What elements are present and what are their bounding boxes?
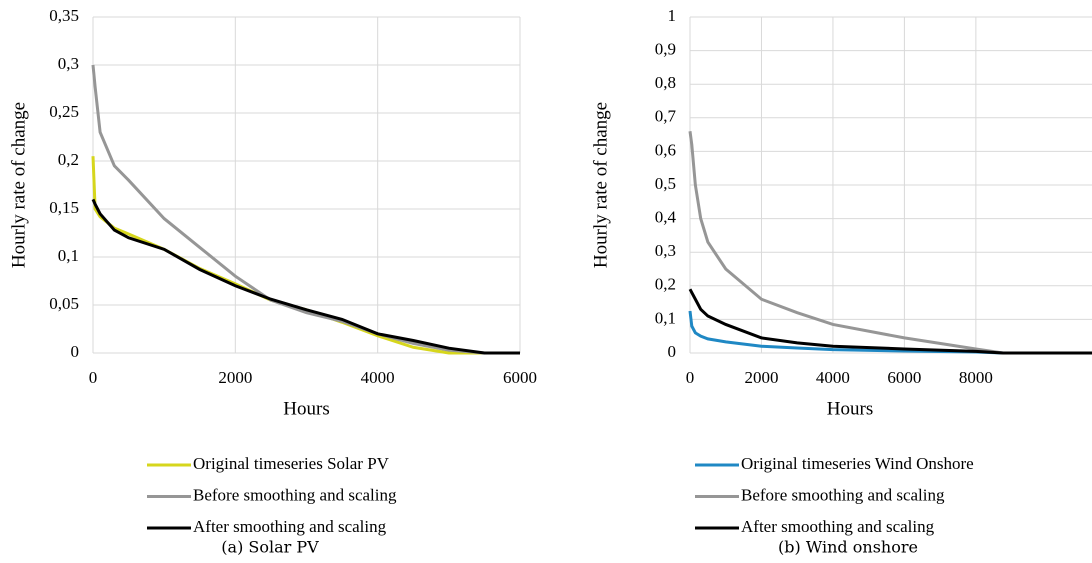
y-tick-label: 0,2 — [655, 275, 676, 294]
y-tick-label: 0,6 — [655, 140, 676, 159]
series-line — [91, 156, 520, 355]
legend-label: After smoothing and scaling — [741, 517, 935, 536]
x-tick-label: 2000 — [218, 368, 252, 387]
y-tick-label: 0,25 — [49, 102, 79, 121]
y-tick-label: 0,8 — [655, 73, 676, 92]
y-tick-label: 0 — [71, 342, 80, 361]
legend-label: Before smoothing and scaling — [193, 485, 397, 504]
y-tick-label: 0,15 — [49, 198, 79, 217]
x-tick-label: 0 — [89, 368, 98, 387]
x-tick-label: 6000 — [503, 368, 537, 387]
series-line — [688, 131, 1092, 355]
caption: (a) Solar PV — [221, 538, 319, 557]
series-line — [688, 310, 1092, 355]
legend-label: Before smoothing and scaling — [741, 485, 945, 504]
x-tick-label: 4000 — [816, 368, 850, 387]
y-tick-label: 0,2 — [58, 150, 79, 169]
x-axis-title: Hours — [283, 398, 329, 419]
y-tick-label: 0,35 — [49, 6, 79, 25]
x-tick-label: 8000 — [959, 368, 993, 387]
x-tick-label: 0 — [686, 368, 695, 387]
x-tick-label: 2000 — [744, 368, 778, 387]
series-line — [688, 288, 1092, 355]
legend-label: Original timeseries Wind Onshore — [741, 454, 974, 473]
y-tick-label: 0 — [668, 342, 677, 361]
x-tick-label: 4000 — [361, 368, 395, 387]
series-line — [91, 64, 520, 355]
y-tick-label: 0,1 — [655, 308, 676, 327]
y-tick-label: 0,3 — [58, 54, 79, 73]
y-tick-label: 0,4 — [655, 208, 677, 227]
y-tick-label: 0,05 — [49, 294, 79, 313]
y-axis-title: Hourly rate of change — [590, 102, 611, 268]
y-tick-label: 0,7 — [655, 107, 677, 126]
y-axis-title: Hourly rate of change — [8, 102, 29, 268]
series-line — [91, 198, 520, 355]
y-tick-label: 0,5 — [655, 174, 676, 193]
y-tick-label: 0,3 — [655, 241, 676, 260]
y-tick-label: 0,9 — [655, 40, 676, 59]
x-tick-label: 6000 — [887, 368, 921, 387]
legend-label: After smoothing and scaling — [193, 517, 387, 536]
y-tick-label: 0,1 — [58, 246, 79, 265]
caption: (b) Wind onshore — [778, 538, 918, 557]
legend-label: Original timeseries Solar PV — [193, 454, 390, 473]
y-tick-label: 1 — [668, 6, 677, 25]
x-axis-title: Hours — [827, 398, 873, 419]
